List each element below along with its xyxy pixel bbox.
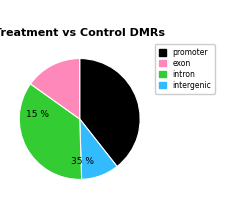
Wedge shape <box>19 84 81 180</box>
Text: 35 %: 35 % <box>71 157 94 166</box>
Text: 39 %: 39 % <box>81 78 104 87</box>
Wedge shape <box>79 58 140 167</box>
Wedge shape <box>79 119 117 179</box>
Text: 15 %: 15 % <box>26 110 49 119</box>
Text: 10 %: 10 % <box>111 124 134 132</box>
Title: Treatment vs Control DMRs: Treatment vs Control DMRs <box>0 29 164 39</box>
Legend: promoter, exon, intron, intergenic: promoter, exon, intron, intergenic <box>154 44 214 94</box>
Wedge shape <box>30 58 79 119</box>
